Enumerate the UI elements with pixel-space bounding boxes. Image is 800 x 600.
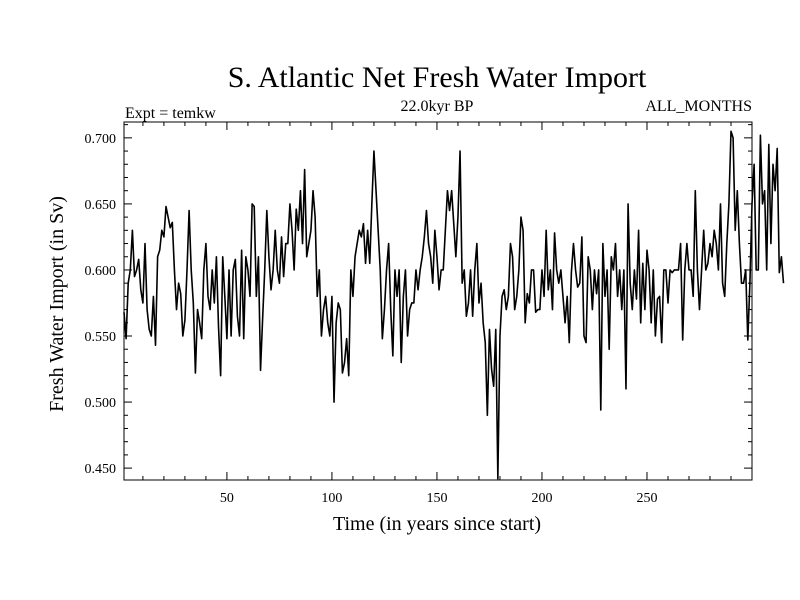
y-tick-label: 0.700 [85, 132, 117, 147]
x-tick-label: 50 [220, 491, 234, 506]
chart-title: S. Atlantic Net Fresh Water Import [228, 61, 647, 94]
chart-subtitle-left: Expt = temkw [125, 105, 216, 122]
plot-frame [123, 121, 753, 481]
y-tick-label: 0.500 [85, 396, 117, 411]
y-tick-label: 0.600 [85, 264, 117, 279]
chart-subtitle-center: 22.0kyr BP [401, 98, 474, 115]
x-tick-label: 250 [636, 491, 657, 506]
y-tick-label: 0.650 [85, 198, 117, 213]
series-line [123, 130, 785, 480]
x-tick-label: 200 [531, 491, 552, 506]
y-tick-label: 0.550 [85, 330, 117, 345]
x-axis-label: Time (in years since start) [333, 513, 541, 535]
plot-area: 50 100 150 200 250 0.450 0.500 0.550 0.600 0.650 0… [85, 121, 785, 506]
x-tick-label: 150 [426, 491, 447, 506]
x-tick-label: 100 [321, 491, 342, 506]
chart-subtitle-right: ALL_MONTHS [645, 98, 752, 115]
y-axis-label: Fresh Water Import (in Sv) [46, 196, 68, 412]
y-tick-label: 0.450 [85, 462, 117, 477]
